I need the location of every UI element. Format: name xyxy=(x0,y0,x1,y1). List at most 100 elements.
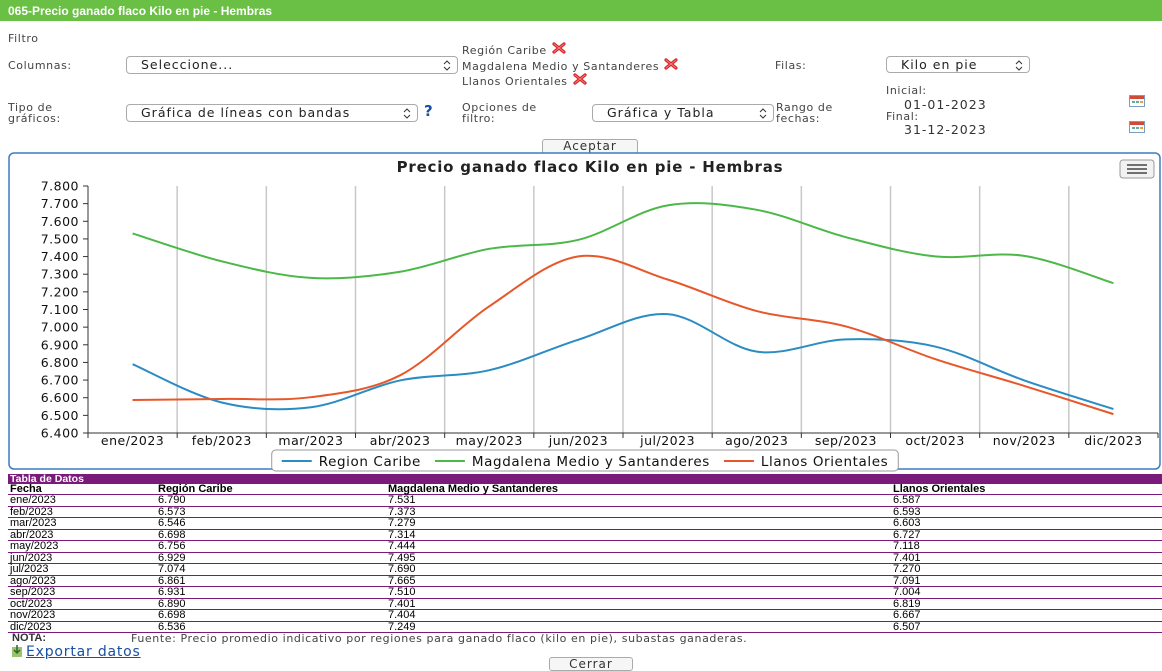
y-tick-label: 6.500 xyxy=(41,408,79,423)
table-header-row: Fecha Región Caribe Magdalena Medio y Sant… xyxy=(8,482,1162,495)
table-row: jun/2023 6.929 7.495 7.401 xyxy=(8,551,1162,564)
x-tick-label: ago/2023 xyxy=(725,433,788,448)
column-header: Llanos Orientales xyxy=(893,482,986,495)
table-row: jul/2023 7.074 7.690 7.270 xyxy=(8,563,1162,576)
table-cell: abr/2023 xyxy=(10,528,54,541)
table-cell: 7.373 xyxy=(388,505,416,518)
filter-options-label: Opciones de filtro: xyxy=(462,101,537,125)
y-tick-label: 7.500 xyxy=(41,231,79,246)
final-label: Final: xyxy=(886,110,919,123)
table-cell: 7.314 xyxy=(388,528,416,541)
x-tick-label: mar/2023 xyxy=(278,433,343,448)
y-tick-label: 6.700 xyxy=(41,373,79,388)
series-line xyxy=(132,202,1114,285)
table-cell: 6.698 xyxy=(158,528,186,541)
rows-select[interactable]: Kilo en pie xyxy=(886,56,1030,73)
table-cell: 6.819 xyxy=(893,597,921,610)
table-row: mar/2023 6.546 7.279 6.603 xyxy=(8,517,1162,530)
table-cell: 7.495 xyxy=(388,551,416,564)
header-title: 065-Precio ganado flaco Kilo en pie - He… xyxy=(8,4,273,18)
columns-select[interactable]: Seleccione... xyxy=(126,56,458,74)
accept-button[interactable]: Aceptar xyxy=(542,139,638,154)
columns-value: Seleccione... xyxy=(141,57,234,72)
help-icon[interactable]: ? xyxy=(424,102,433,120)
legend-label: Magdalena Medio y Santanderes xyxy=(472,454,710,470)
table-cell: 7.510 xyxy=(388,586,416,598)
x-tick-label: may/2023 xyxy=(456,433,523,448)
table-row: ene/2023 6.790 7.531 6.587 xyxy=(8,494,1162,507)
table-row: feb/2023 6.573 7.373 6.593 xyxy=(8,505,1162,518)
legend: Region Caribe Magdalena Medio y Santander… xyxy=(271,449,899,472)
x-tick-label: ene/2023 xyxy=(101,433,164,448)
close-button[interactable]: Cerrar xyxy=(549,657,633,671)
filter-label: Filtro xyxy=(8,32,39,45)
table-cell: 6.546 xyxy=(158,517,186,529)
y-tick-label: 7.700 xyxy=(41,196,79,211)
legend-item: Region Caribe xyxy=(281,454,421,470)
table-cell: 6.727 xyxy=(893,528,921,541)
table-cell: dic/2023 xyxy=(10,620,52,633)
y-tick-label: 6.400 xyxy=(41,426,79,441)
table-title: Tabla de Datos xyxy=(8,474,1162,484)
table-cell: 6.536 xyxy=(158,620,186,633)
x-tick-label: abr/2023 xyxy=(370,433,431,448)
series-line xyxy=(132,254,1114,416)
y-tick-label: 7.400 xyxy=(41,249,79,264)
note-text: Fuente: Precio promedio indicativo por r… xyxy=(131,632,748,645)
table-cell: 7.401 xyxy=(893,551,921,564)
y-tick-label: 6.600 xyxy=(41,390,79,405)
table-row: may/2023 6.756 7.444 7.118 xyxy=(8,540,1162,553)
rows-label: Filas: xyxy=(775,59,807,72)
selected-region: Magdalena Medio y Santanderes xyxy=(462,59,660,73)
table-cell: 7.401 xyxy=(388,597,416,610)
table-cell: 7.690 xyxy=(388,563,416,575)
final-date[interactable]: 31-12-2023 xyxy=(904,122,987,137)
chart-title: Precio ganado flaco Kilo en pie - Hembra… xyxy=(397,158,784,176)
remove-icon[interactable] xyxy=(572,73,588,85)
table-cell: 6.573 xyxy=(158,505,186,518)
column-header: Magdalena Medio y Santanderes xyxy=(388,482,558,495)
table-cell: 7.404 xyxy=(388,609,416,621)
chart-frame xyxy=(8,152,1161,470)
table-cell: ago/2023 xyxy=(10,574,56,587)
rows-value: Kilo en pie xyxy=(901,57,978,72)
x-tick-label: jun/2023 xyxy=(548,433,608,448)
chart-type-select[interactable]: Gráfica de líneas con bandas xyxy=(126,104,418,122)
data-table: Tabla de Datos Fecha Región Caribe Magdale… xyxy=(8,474,1162,633)
initial-date[interactable]: 01-01-2023 xyxy=(904,97,987,112)
remove-icon[interactable] xyxy=(551,42,567,54)
table-cell: 7.004 xyxy=(893,586,921,598)
table-cell: 7.270 xyxy=(893,563,921,575)
table-cell: 6.507 xyxy=(893,620,921,633)
table-cell: jun/2023 xyxy=(10,551,53,564)
table-cell: feb/2023 xyxy=(10,505,53,518)
columns-label: Columnas: xyxy=(8,59,72,72)
selected-region: Llanos Orientales xyxy=(462,75,568,88)
calendar-icon[interactable] xyxy=(1129,121,1145,133)
calendar-icon[interactable] xyxy=(1129,95,1145,107)
filter-options-select[interactable]: Gráfica y Tabla xyxy=(592,104,774,122)
y-tick-label: 7.800 xyxy=(41,179,79,194)
table-cell: 6.929 xyxy=(158,551,186,564)
select-arrow xyxy=(759,108,767,119)
table-row: sep/2023 6.931 7.510 7.004 xyxy=(8,586,1162,599)
y-tick-label: 7.000 xyxy=(41,320,79,335)
table-row: ago/2023 6.861 7.665 7.091 xyxy=(8,574,1162,587)
table-cell: 7.531 xyxy=(388,494,416,506)
export-link[interactable]: Exportar datos xyxy=(26,644,141,660)
table-row: nov/2023 6.698 7.404 6.667 xyxy=(8,609,1162,622)
remove-icon[interactable] xyxy=(663,57,679,70)
x-tick-label: feb/2023 xyxy=(192,433,252,448)
table-row: oct/2023 6.890 7.401 6.819 xyxy=(8,597,1162,610)
y-tick-label: 7.100 xyxy=(41,302,79,317)
table-cell: 6.890 xyxy=(158,597,186,610)
y-tick-label: 7.300 xyxy=(41,267,79,282)
legend-item: Magdalena Medio y Santanderes xyxy=(434,454,710,470)
table-cell: 6.790 xyxy=(158,494,186,506)
x-tick-label: sep/2023 xyxy=(815,433,877,448)
y-tick-label: 7.600 xyxy=(41,214,79,229)
select-arrow xyxy=(403,108,411,119)
legend-label: Region Caribe xyxy=(319,454,421,470)
selected-region: Región Caribe xyxy=(462,44,547,57)
